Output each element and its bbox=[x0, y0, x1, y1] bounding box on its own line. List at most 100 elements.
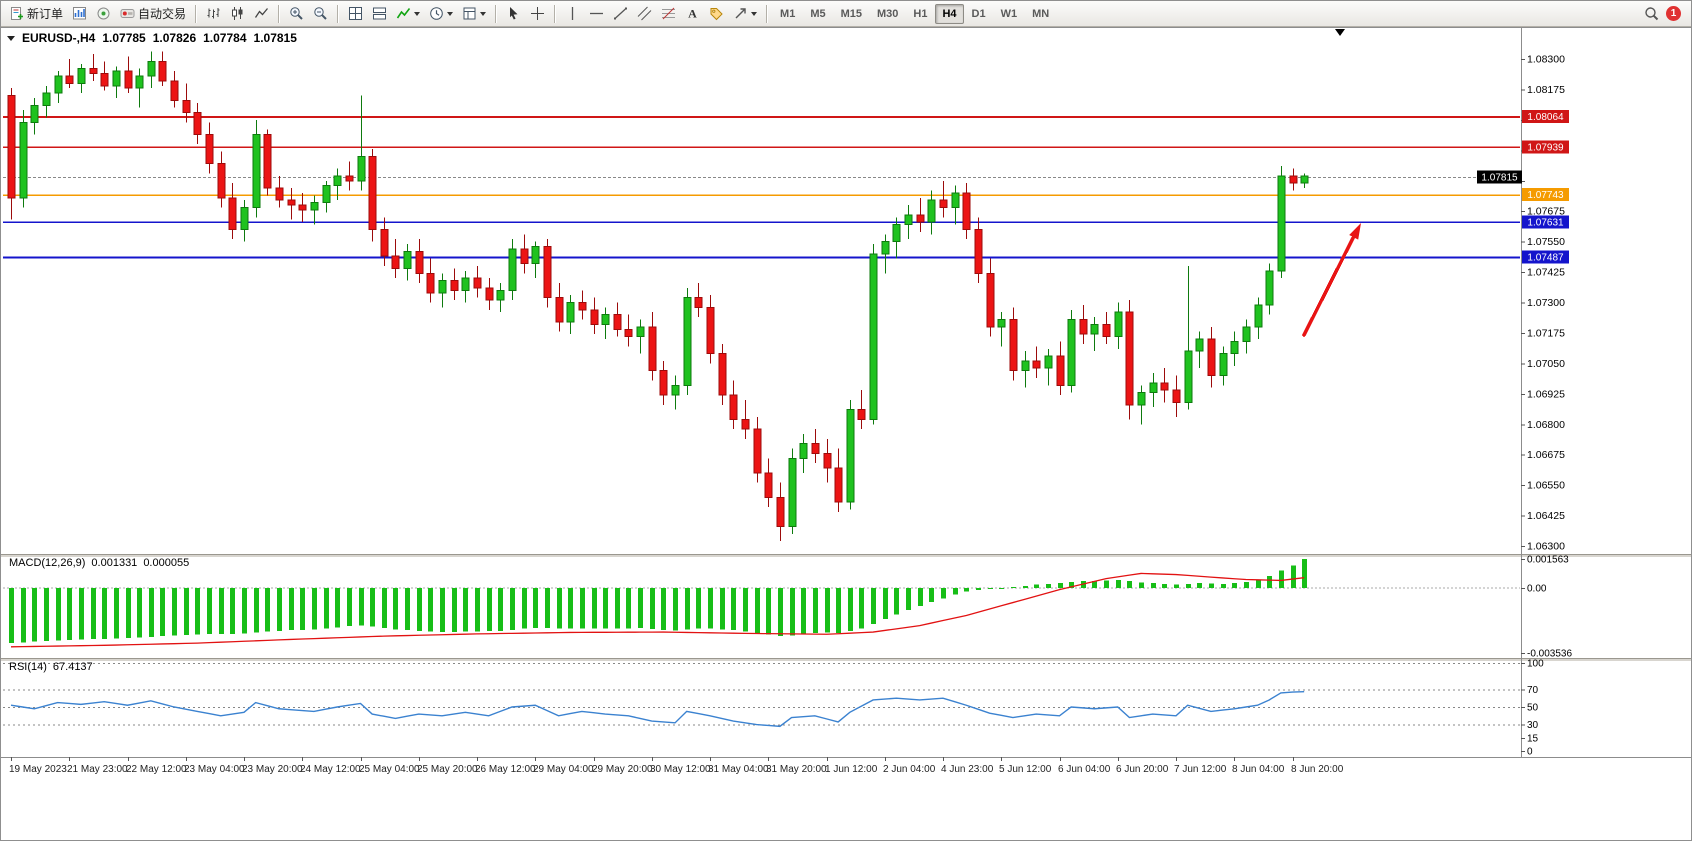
date-axis-label: 29 May 20:00 bbox=[592, 764, 653, 775]
macd-axis-label: 0.001563 bbox=[1527, 555, 1569, 566]
date-axis-label: 25 May 20:00 bbox=[417, 764, 478, 775]
price-axis-label: 1.07675 bbox=[1527, 206, 1565, 218]
date-axis-label: 7 Jun 12:00 bbox=[1174, 764, 1227, 775]
toolbar-separator bbox=[195, 4, 198, 23]
vertical-line-button[interactable] bbox=[561, 3, 584, 24]
date-axis-label: 5 Jun 12:00 bbox=[999, 764, 1052, 775]
profiles-icon bbox=[96, 6, 111, 21]
quote-high: 1.07826 bbox=[152, 31, 197, 45]
rsi-axis-label: 100 bbox=[1527, 659, 1544, 670]
timeframe-h1[interactable]: H1 bbox=[906, 4, 934, 24]
price-axis-label: 1.06550 bbox=[1527, 480, 1565, 492]
toolbar-separator bbox=[337, 4, 340, 23]
zoom-in-button[interactable] bbox=[285, 3, 308, 24]
search-icon bbox=[1644, 6, 1659, 21]
date-axis-label: 29 May 04:00 bbox=[533, 764, 594, 775]
cursor-button[interactable] bbox=[502, 3, 525, 24]
price-level-badge-text: 1.07743 bbox=[1527, 190, 1564, 201]
price-level-badge-text: 1.07487 bbox=[1527, 252, 1564, 263]
macd-value-main: 0.001331 bbox=[91, 557, 138, 569]
new-chart-icon bbox=[72, 6, 87, 21]
timeframe-m5[interactable]: M5 bbox=[803, 4, 832, 24]
horizontal-line-icon bbox=[589, 6, 604, 21]
bar-chart-button[interactable] bbox=[202, 3, 225, 24]
price-axis-label: 1.06300 bbox=[1527, 541, 1565, 553]
timeframe-m1[interactable]: M1 bbox=[773, 4, 802, 24]
text-label-button[interactable] bbox=[705, 3, 728, 24]
tile-windows-button[interactable] bbox=[344, 3, 367, 24]
new-order-icon bbox=[9, 6, 24, 21]
date-axis-label: 31 May 04:00 bbox=[708, 764, 769, 775]
crosshair-button[interactable] bbox=[526, 3, 549, 24]
rsi-value: 67.4137 bbox=[52, 661, 93, 673]
crosshair-icon bbox=[530, 6, 545, 21]
toolbar: 新订单 自动交易 bbox=[1, 1, 1691, 27]
timeframe-h4[interactable]: H4 bbox=[935, 3, 964, 24]
auto-trading-button[interactable]: 自动交易 bbox=[116, 3, 190, 24]
price-axis-label: 1.08175 bbox=[1527, 84, 1565, 96]
date-axis-label: 6 Jun 20:00 bbox=[1116, 764, 1169, 775]
chart-menu-icon[interactable] bbox=[7, 35, 15, 45]
arrows-tool-button[interactable] bbox=[729, 3, 761, 24]
trendline-icon bbox=[613, 6, 628, 21]
date-axis-label: 22 May 12:00 bbox=[126, 764, 187, 775]
line-chart-button[interactable] bbox=[250, 3, 273, 24]
zoom-out-icon bbox=[313, 6, 328, 21]
price-axis-label: 1.06800 bbox=[1527, 419, 1565, 431]
timeframe-mn[interactable]: MN bbox=[1025, 4, 1056, 24]
rsi-label: RSI(14) 67.4137 bbox=[9, 661, 93, 673]
candlestick-chart-button[interactable] bbox=[226, 3, 249, 24]
rsi-title: RSI(14) bbox=[9, 661, 47, 673]
price-axis-label: 1.08300 bbox=[1527, 54, 1565, 66]
annotation-arrow bbox=[1302, 236, 1355, 337]
trendline-button[interactable] bbox=[609, 3, 632, 24]
price-axis-label: 1.07175 bbox=[1527, 327, 1565, 339]
timeframe-m15[interactable]: M15 bbox=[834, 4, 869, 24]
scroll-to-end-icon[interactable] bbox=[1335, 29, 1345, 41]
vertical-line-icon bbox=[565, 6, 580, 21]
search-button[interactable] bbox=[1640, 3, 1663, 24]
dropdown-caret-icon bbox=[480, 12, 487, 19]
arrows-tool-icon bbox=[733, 6, 748, 21]
templates-icon bbox=[462, 6, 477, 21]
new-chart-button[interactable] bbox=[68, 3, 91, 24]
arrange-windows-icon bbox=[372, 6, 387, 21]
rsi-axis-label: 30 bbox=[1527, 720, 1539, 731]
periods-button[interactable] bbox=[425, 3, 457, 24]
rsi-line bbox=[10, 690, 1305, 728]
profiles-button[interactable] bbox=[92, 3, 115, 24]
candles-layer bbox=[7, 51, 1309, 542]
horizontal-line-button[interactable] bbox=[585, 3, 608, 24]
bar-chart-icon bbox=[206, 6, 221, 21]
date-axis-label: 2 Jun 04:00 bbox=[883, 764, 936, 775]
price-level-badge-text: 1.07939 bbox=[1527, 142, 1564, 153]
price-axis-label: 1.06425 bbox=[1527, 510, 1565, 522]
macd-title: MACD(12,26,9) bbox=[9, 557, 86, 569]
dropdown-caret-icon bbox=[447, 12, 454, 19]
price-level-badge bbox=[1522, 188, 1569, 202]
toolbar-separator bbox=[554, 4, 557, 23]
periods-clock-icon bbox=[429, 6, 444, 21]
date-axis-label: 4 Jun 23:00 bbox=[941, 764, 994, 775]
timeframe-d1[interactable]: D1 bbox=[965, 4, 993, 24]
arrange-windows-button[interactable] bbox=[368, 3, 391, 24]
timeframe-m30[interactable]: M30 bbox=[870, 4, 905, 24]
templates-button[interactable] bbox=[458, 3, 490, 24]
text-label-icon bbox=[709, 6, 724, 21]
indicators-button[interactable] bbox=[392, 3, 424, 24]
date-axis-label: 26 May 12:00 bbox=[475, 764, 536, 775]
macd-histogram-layer bbox=[9, 559, 1307, 644]
price-level-badge-text: 1.07631 bbox=[1527, 217, 1564, 228]
new-order-label: 新订单 bbox=[27, 7, 64, 21]
timeframe-w1[interactable]: W1 bbox=[994, 4, 1025, 24]
fibonacci-button[interactable] bbox=[657, 3, 680, 24]
macd-axis-label: -0.003536 bbox=[1527, 649, 1572, 660]
price-axis-label: 1.07425 bbox=[1527, 267, 1565, 279]
zoom-out-button[interactable] bbox=[309, 3, 332, 24]
new-order-button[interactable]: 新订单 bbox=[5, 3, 67, 24]
channel-button[interactable] bbox=[633, 3, 656, 24]
chart-area: 1.08300 1.08175 1.07675 1.07550 1.07425 1.073… bbox=[1, 27, 1692, 841]
notification-badge[interactable]: 1 bbox=[1666, 6, 1681, 21]
chart-canvas[interactable]: 1.08300 1.08175 1.07675 1.07550 1.07425 1.073… bbox=[1, 27, 1692, 841]
text-tool-button[interactable]: A bbox=[681, 3, 704, 24]
